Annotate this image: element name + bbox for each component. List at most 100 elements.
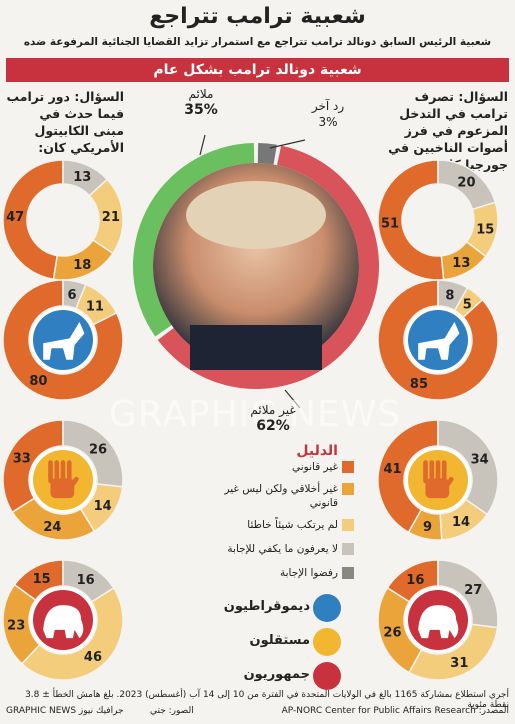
capitol-slice-1-3	[62, 279, 87, 310]
hand-finger	[60, 460, 66, 484]
hand-finger	[441, 460, 447, 484]
footer-note: أجري استطلاع بمشاركة 1165 بالغ في الولاي…	[25, 690, 509, 710]
georgia-value-3-3: 27	[464, 583, 482, 598]
capitol-slice-3-2	[20, 586, 124, 681]
georgia-value-2-2: 14	[452, 515, 470, 530]
georgia-value-3-0: 16	[406, 573, 424, 588]
hand-thumb	[67, 476, 79, 492]
georgia-slice-0-0	[377, 159, 445, 281]
georgia-donut-0: 51 13 15 20	[377, 159, 499, 281]
party-label: جمهوريون	[243, 667, 310, 682]
capitol-slice-2-0	[2, 419, 64, 514]
appropriate-label: ملائم	[188, 87, 214, 101]
capitol-donut-3: 15 23 46 16	[2, 559, 124, 681]
capitol-donut-1: 80 11 6	[2, 279, 124, 401]
capitol-value-1-0: 80	[29, 374, 47, 389]
capitol-donut-2: 33 24 14 26	[2, 419, 124, 541]
inappropriate-leader	[284, 389, 301, 409]
capitol-value-3-3: 16	[77, 573, 95, 588]
capitol-value-0-2: 21	[102, 210, 120, 225]
georgia-value-3-1: 26	[383, 626, 401, 641]
capitol-slice-2-1	[11, 497, 96, 541]
legend-item-label: غير قانوني	[291, 461, 338, 473]
capitol-value-1-2: 11	[86, 299, 104, 314]
donkey-shape	[43, 321, 85, 360]
hair-shape	[186, 181, 326, 249]
legend-swatch	[342, 519, 354, 531]
overall-donut	[133, 134, 379, 409]
legend-swatch	[342, 543, 354, 555]
question-georgia: السؤال: تصرف ترامب في التدخل المزعوم في …	[388, 89, 508, 172]
georgia-slice-0-2	[465, 201, 499, 258]
georgia-donut-2: 41 9 14 34	[377, 419, 499, 541]
capitol-slice-2-2	[79, 483, 124, 533]
capitol-value-0-3: 13	[73, 170, 91, 185]
party-label: مستقلون	[249, 633, 311, 648]
elephant-shape	[418, 605, 459, 639]
capitol-slice-3-1	[2, 583, 41, 665]
footer-source: المصدر: AP-NORC Center for Public Affair…	[281, 706, 509, 716]
appropriate-value: 35%	[184, 102, 218, 118]
georgia-slice-2-3	[437, 419, 499, 516]
capitol-value-3-0: 15	[33, 572, 51, 587]
capitol-value-0-1: 18	[73, 258, 91, 273]
inappropriate-annotation: غير ملائم 62%	[233, 402, 313, 434]
donkey-shape	[418, 321, 460, 360]
legend-swatch	[342, 461, 354, 473]
capitol-value-0-0: 47	[6, 210, 24, 225]
georgia-slice-2-0	[377, 419, 439, 534]
capitol-slice-0-2	[88, 178, 124, 255]
legend-swatch	[342, 567, 354, 579]
legend-title: الدليل	[296, 443, 338, 459]
party-label: ديموقراطيون	[223, 599, 310, 614]
georgia-slice-0-3	[437, 159, 497, 211]
georgia-value-1-2: 5	[463, 297, 472, 312]
georgia-value-3-2: 31	[450, 656, 468, 671]
georgia-value-1-3: 8	[445, 289, 454, 304]
suit-shape	[190, 325, 322, 370]
capitol-slice-0-3	[62, 159, 109, 197]
hand-finger	[429, 460, 435, 484]
capitol-value-3-2: 46	[84, 650, 102, 665]
capitol-value-3-1: 23	[7, 618, 25, 633]
hand-icon	[313, 628, 341, 656]
capitol-slice-2-3	[62, 419, 124, 488]
georgia-slice-2-1	[407, 508, 443, 541]
footer-credit: GRAPHIC NEWS جرافيك نيوز	[6, 706, 124, 716]
capitol-value-1-3: 6	[68, 288, 77, 303]
capitol-slice-3-3	[62, 559, 115, 603]
hand-finger	[423, 460, 428, 484]
capitol-slice-0-0	[2, 159, 64, 281]
georgia-value-1-0: 85	[410, 377, 428, 392]
page-title: شعبية ترامب تتراجع	[149, 4, 366, 29]
other-leader	[269, 139, 306, 149]
capitol-value-2-3: 26	[89, 443, 107, 458]
georgia-slice-3-3	[437, 559, 499, 629]
hand-finger	[54, 460, 60, 484]
capitol-value-2-2: 14	[94, 499, 112, 514]
page-subtitle: شعبية الرئيس السابق دونالد ترامب تتراجع …	[23, 36, 492, 48]
hand-palm	[425, 478, 450, 499]
legend-swatch	[342, 483, 354, 495]
legend-item-label: رفضوا الإجابة	[279, 567, 338, 579]
capitol-value-2-0: 33	[13, 451, 31, 466]
georgia-value-2-1: 9	[423, 520, 432, 535]
georgia-slice-3-2	[408, 623, 499, 681]
georgia-value-0-1: 13	[452, 256, 470, 271]
legend-item-label: لا يعرفون ما يكفي للإجابة	[227, 543, 338, 555]
overall-slice-other	[257, 143, 277, 165]
watermark: GRAPHIC NEWS	[108, 394, 402, 435]
question-capitol: السؤال: دور ترامب فيما حدث في مبنى الكاب…	[6, 89, 124, 155]
georgia-value-0-2: 15	[476, 222, 494, 237]
capitol-donut-0: 47 18 21 13	[2, 159, 124, 281]
hand-finger	[435, 460, 441, 484]
inappropriate-label: غير ملائم	[250, 403, 296, 417]
hand-thumb	[442, 476, 454, 492]
georgia-slice-1-2	[453, 286, 484, 319]
legend-item-label: لم يرتكب شيئاً خاطئا	[247, 519, 338, 531]
hand-palm	[50, 478, 75, 499]
donkey-icon	[313, 594, 341, 622]
hand-finger	[48, 460, 53, 484]
other-annotation: رد آخر 3%	[303, 98, 353, 130]
